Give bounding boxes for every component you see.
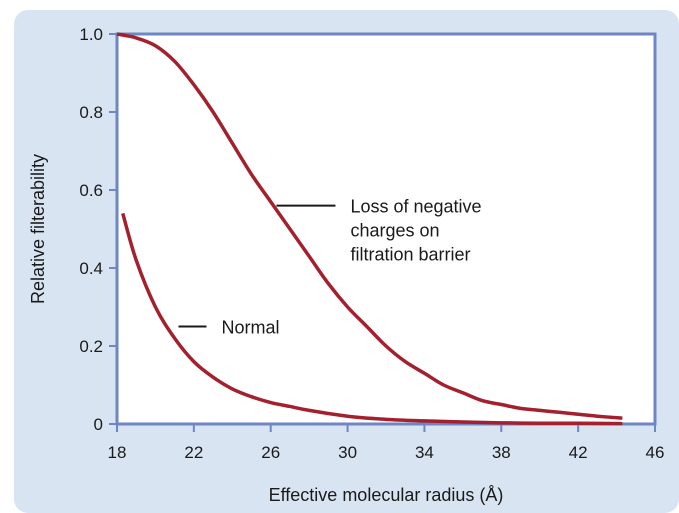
annotation-normal: Normal: [221, 318, 279, 338]
plot-area: [115, 32, 657, 426]
y-tick-label: 0.8: [79, 103, 103, 122]
y-tick-label: 0.6: [79, 181, 103, 200]
x-tick-label: 30: [338, 443, 357, 462]
annotation-layer: Loss of negative charges on filtration bar…: [178, 197, 482, 338]
series-line-loss-of-negative-charges: [116, 32, 623, 420]
annotation-loss-of-negative-charges: Loss of negative: [350, 197, 481, 217]
y-tick-label: 0: [94, 415, 103, 434]
y-axis-label: Relative filterability: [28, 154, 48, 304]
x-tick-label: 26: [261, 443, 280, 462]
series-line-normal: [121, 212, 623, 426]
x-tick-label: 42: [569, 443, 588, 462]
annotation-loss-of-negative-charges: filtration barrier: [350, 245, 470, 265]
x-axis-label: Effective molecular radius (Å): [269, 485, 504, 505]
y-tick-label: 1.0: [79, 25, 103, 44]
x-tick-label: 38: [492, 443, 511, 462]
x-tick-label: 18: [108, 443, 127, 462]
x-tick-label: 46: [646, 443, 665, 462]
y-tick-label: 0.2: [79, 337, 103, 356]
series-layer: [116, 32, 623, 426]
x-axis-ticks: 18 22 26 30 34 38 42 46: [108, 424, 665, 462]
x-tick-label: 34: [415, 443, 434, 462]
x-tick-label: 22: [184, 443, 203, 462]
y-axis-ticks: 0 0.2 0.4 0.6 0.8 1.0: [79, 25, 117, 434]
annotation-loss-of-negative-charges: charges on: [350, 221, 439, 241]
y-tick-label: 0.4: [79, 259, 103, 278]
